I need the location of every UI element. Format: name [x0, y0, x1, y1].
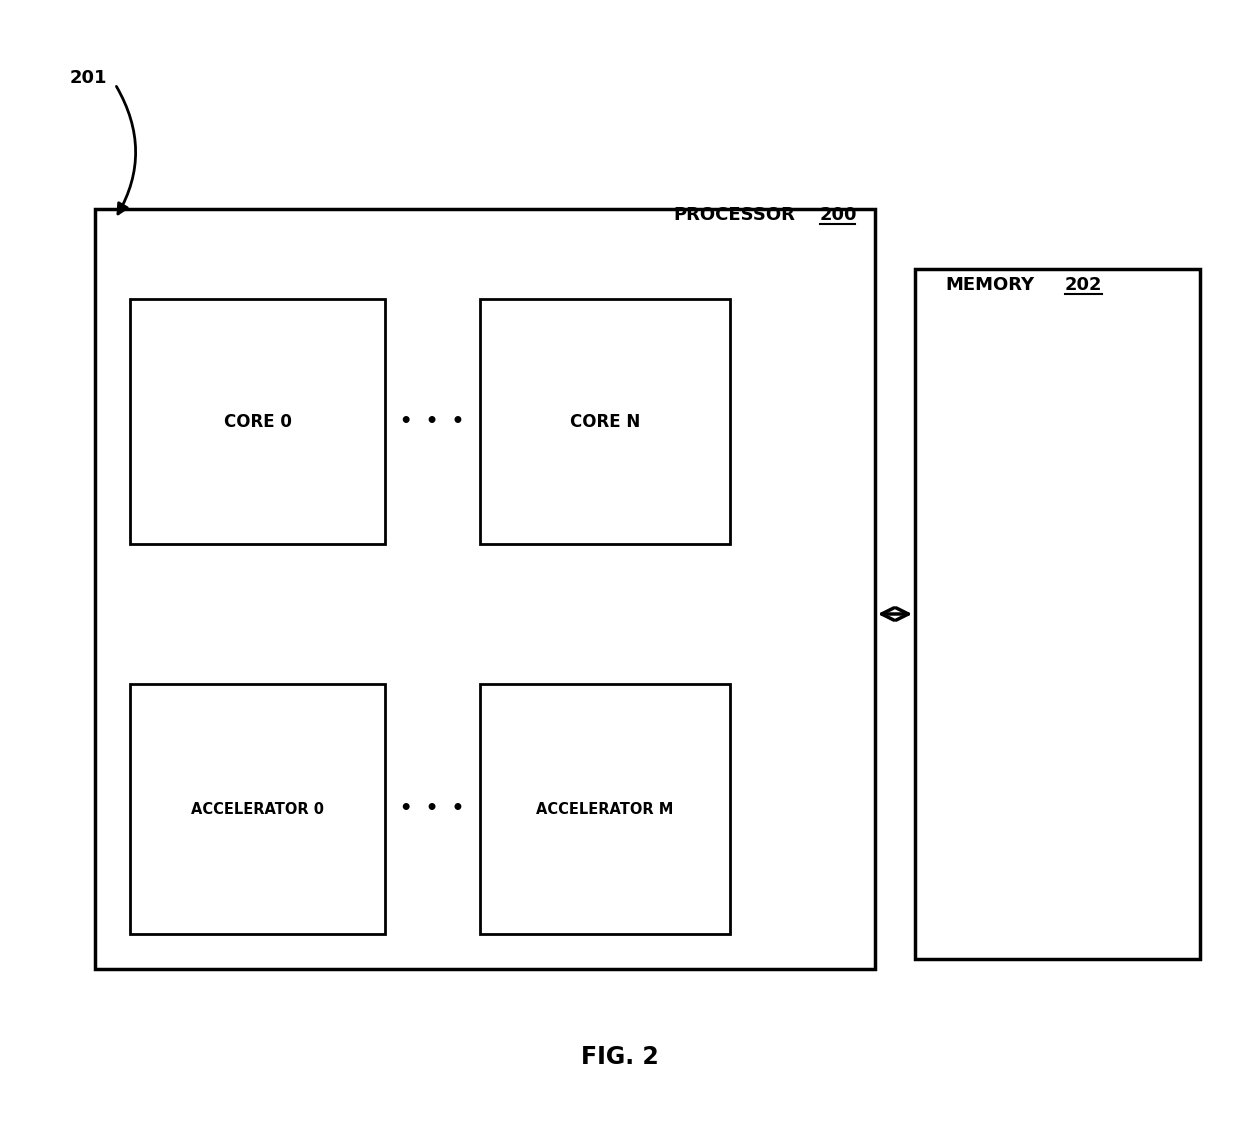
Text: CORE N: CORE N [570, 412, 640, 430]
FancyBboxPatch shape [480, 299, 730, 544]
Text: 201: 201 [69, 69, 108, 87]
Text: 202: 202 [1065, 275, 1102, 294]
Text: •  •  •: • • • [401, 412, 465, 431]
FancyBboxPatch shape [915, 269, 1200, 959]
Text: ACCELERATOR M: ACCELERATOR M [537, 802, 673, 816]
FancyBboxPatch shape [130, 299, 384, 544]
FancyBboxPatch shape [480, 684, 730, 934]
FancyBboxPatch shape [95, 209, 875, 969]
FancyBboxPatch shape [130, 684, 384, 934]
Text: PROCESSOR: PROCESSOR [673, 205, 795, 224]
Text: MEMORY: MEMORY [945, 275, 1034, 294]
Text: •  •  •: • • • [401, 799, 465, 819]
Text: ACCELERATOR 0: ACCELERATOR 0 [191, 802, 324, 816]
Text: 200: 200 [820, 205, 858, 224]
Text: FIG. 2: FIG. 2 [582, 1045, 658, 1069]
Text: CORE 0: CORE 0 [223, 412, 291, 430]
